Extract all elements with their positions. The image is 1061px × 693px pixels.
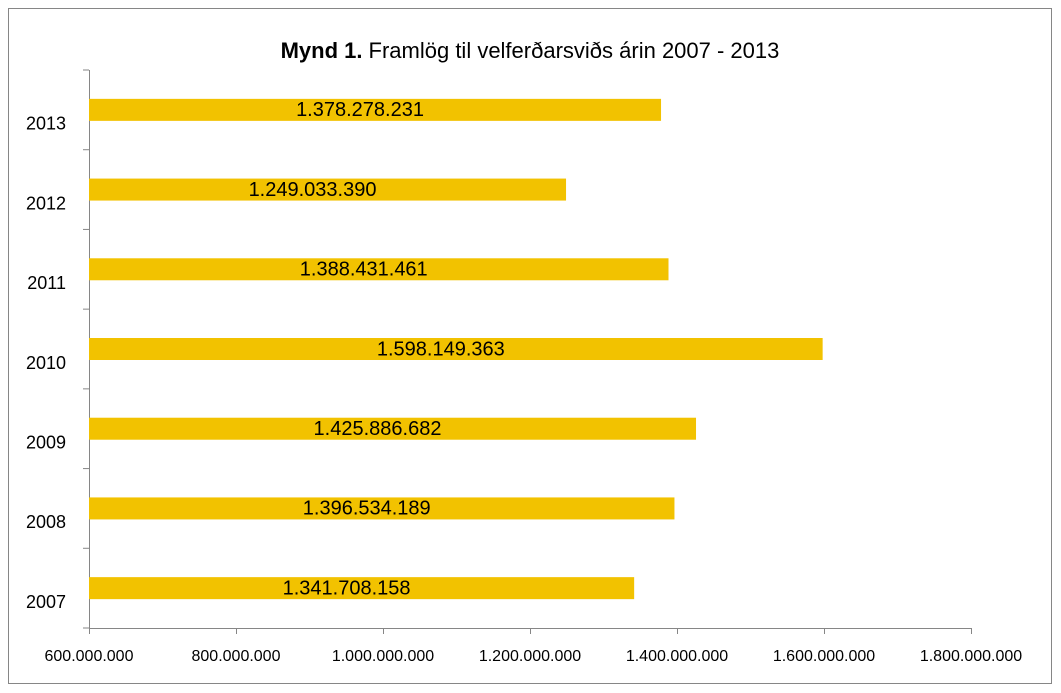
y-tick-label: 2010	[26, 353, 66, 373]
chart-title: Mynd 1. Framlög til velferðarsviðs árin 2…	[281, 38, 780, 63]
x-tick-label: 1.200.000.000	[479, 648, 581, 665]
y-tick-label: 2007	[26, 592, 66, 612]
y-tick-label: 2012	[26, 193, 66, 213]
y-tick-label: 2008	[26, 512, 66, 532]
x-tick-label: 1.800.000.000	[920, 648, 1022, 665]
value-label: 1.598.149.363	[377, 338, 505, 360]
value-label: 1.388.431.461	[300, 259, 428, 281]
bar	[89, 417, 697, 440]
bar	[89, 577, 635, 600]
x-tick-label: 800.000.000	[192, 648, 281, 665]
y-tick-label: 2013	[26, 114, 66, 134]
value-label: 1.425.886.682	[314, 418, 442, 440]
title-bold: Mynd 1.	[281, 38, 363, 63]
x-tick-label: 1.000.000.000	[332, 648, 434, 665]
bar	[89, 98, 662, 121]
x-tick-label: 1.600.000.000	[773, 648, 875, 665]
value-label: 1.341.708.158	[283, 577, 411, 599]
value-label: 1.249.033.390	[249, 179, 377, 201]
bar	[89, 258, 669, 281]
x-tick-label: 1.400.000.000	[626, 648, 728, 665]
title-text: Framlög til velferðarsviðs árin 2007 - 2…	[369, 38, 780, 63]
x-tick-label: 600.000.000	[45, 648, 134, 665]
value-label: 1.396.534.189	[303, 498, 431, 520]
y-tick-label: 2011	[27, 273, 66, 293]
bar	[89, 338, 823, 360]
value-label: 1.378.278.231	[296, 99, 424, 121]
bar	[89, 178, 567, 201]
bar	[89, 497, 675, 520]
y-tick-label: 2009	[26, 432, 66, 452]
